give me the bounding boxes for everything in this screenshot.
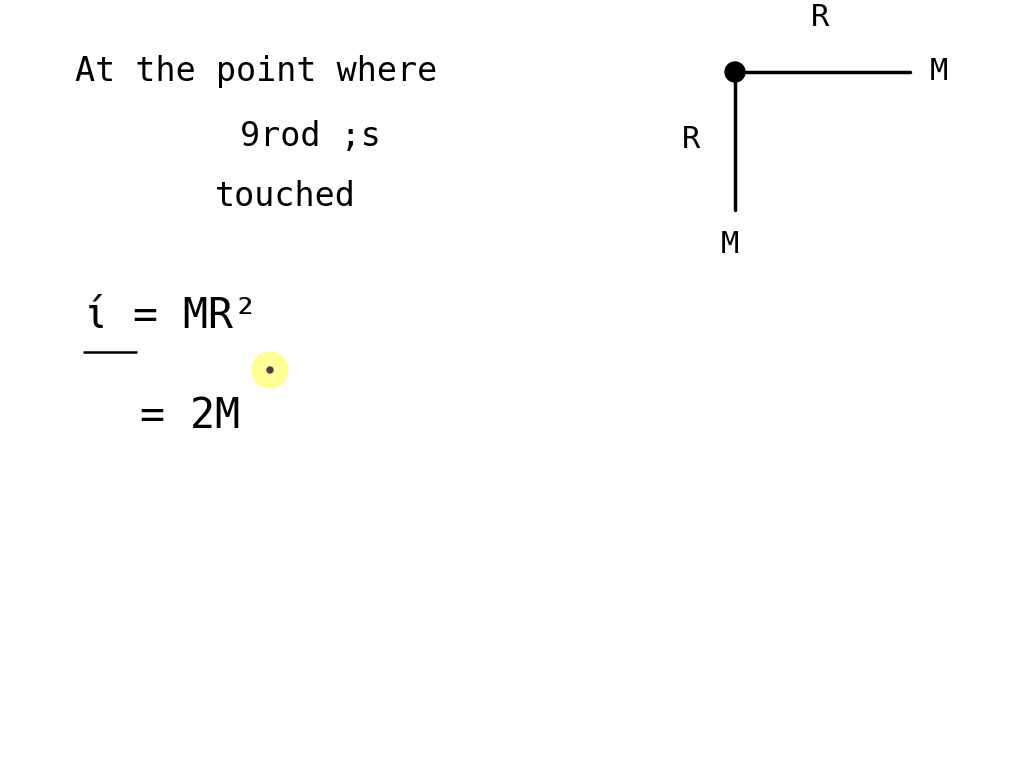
- Text: ί = MR²: ί = MR²: [83, 295, 258, 337]
- Text: 9rod ;s: 9rod ;s: [240, 120, 381, 153]
- Text: touched: touched: [215, 180, 356, 213]
- Circle shape: [267, 367, 273, 373]
- Text: M: M: [721, 230, 739, 259]
- Text: R: R: [811, 3, 829, 32]
- Text: R: R: [682, 125, 700, 154]
- Text: M: M: [930, 58, 948, 87]
- Circle shape: [252, 352, 288, 388]
- Text: = 2M: = 2M: [140, 395, 240, 437]
- Circle shape: [725, 62, 745, 82]
- Text: At the point where: At the point where: [75, 55, 437, 88]
